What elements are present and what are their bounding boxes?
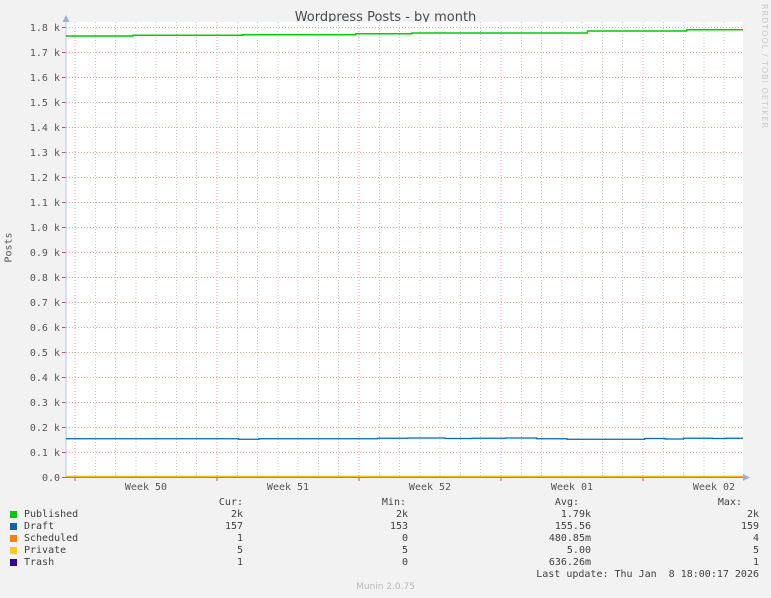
y-tick-label: 1.0 k <box>30 223 60 234</box>
legend-value: 2k <box>395 509 408 520</box>
series-published-line <box>66 29 743 37</box>
legend-value: 155.56 <box>554 521 591 532</box>
series-draft-line <box>66 437 743 440</box>
legend-value: 157 <box>224 521 243 532</box>
y-tick-label: 1.2 k <box>30 173 60 184</box>
legend-label: Trash <box>24 557 55 568</box>
y-tick-label: 1.8 k <box>30 23 60 34</box>
legend-value: 0 <box>401 533 408 544</box>
x-tick-label: Week 50 <box>125 482 167 493</box>
plot-background <box>66 22 743 478</box>
y-tick-label: 0.5 k <box>30 348 60 359</box>
legend-value: 0 <box>401 557 408 568</box>
x-tick-label: Week 51 <box>267 482 309 493</box>
legend-value: 1.79k <box>560 509 591 520</box>
y-tick-label: 0.0 <box>42 473 60 484</box>
y-tick-label: 0.1 k <box>30 448 60 459</box>
legend-value: 153 <box>389 521 408 532</box>
legend-value: 636.26m <box>548 557 591 568</box>
legend-value: 159 <box>740 521 759 532</box>
y-tick-label: 1.3 k <box>30 148 60 159</box>
legend-color-swatch <box>10 559 17 566</box>
y-tick-label: 1.6 k <box>30 73 60 84</box>
legend-label: Private <box>24 545 67 556</box>
legend-value: 2k <box>230 509 243 520</box>
y-tick-label: 0.3 k <box>30 398 60 409</box>
legend-value: 1 <box>236 557 243 568</box>
y-tick-label: 0.2 k <box>30 423 60 434</box>
legend-value: 480.85m <box>548 533 591 544</box>
legend-value: 5.00 <box>566 545 591 556</box>
y-tick-label: 1.5 k <box>30 98 60 109</box>
legend-value: 1 <box>752 557 759 568</box>
x-tick-label: Week 01 <box>551 482 593 493</box>
x-axis-arrow <box>743 474 750 481</box>
y-tick-label: 1.1 k <box>30 198 60 209</box>
y-tick-label: 0.8 k <box>30 273 60 284</box>
legend-value: 2k <box>746 509 759 520</box>
y-tick-label: 0.6 k <box>30 323 60 334</box>
legend-color-swatch <box>10 547 17 554</box>
last-update: Last update: Thu Jan 8 18:00:17 2026 <box>536 569 759 580</box>
legend-color-swatch <box>10 523 17 530</box>
x-tick-label: Week 02 <box>693 482 735 493</box>
legend-value: 5 <box>752 545 759 556</box>
y-tick-label: 0.9 k <box>30 248 60 259</box>
legend-label: Published <box>24 509 79 520</box>
y-tick-label: 1.7 k <box>30 48 60 59</box>
legend-color-swatch <box>10 511 17 518</box>
legend-label: Scheduled <box>24 533 79 544</box>
x-tick-label: Week 52 <box>409 482 451 493</box>
legend-value: 5 <box>236 545 243 556</box>
munin-version: Munin 2.0.75 <box>356 582 415 592</box>
y-tick-label: 0.4 k <box>30 373 60 384</box>
y-tick-label: 0.7 k <box>30 298 60 309</box>
y-tick-label: 1.4 k <box>30 123 60 134</box>
legend-color-swatch <box>10 535 17 542</box>
legend-value: 1 <box>236 533 243 544</box>
chart-canvas: 0.0 0.1 k 0.2 k 0.3 k 0.4 k 0.5 k 0.6 k 0.7 k 0.… <box>30 15 750 493</box>
legend-value: 5 <box>401 545 408 556</box>
chart-title: Wordpress Posts - by month <box>294 10 477 25</box>
legend-value: 4 <box>752 533 759 544</box>
rrdtool-watermark: RRDTOOL / TOBI OETIKER <box>760 4 769 130</box>
legend-label: Draft <box>24 521 55 532</box>
y-axis-arrow <box>62 15 70 22</box>
